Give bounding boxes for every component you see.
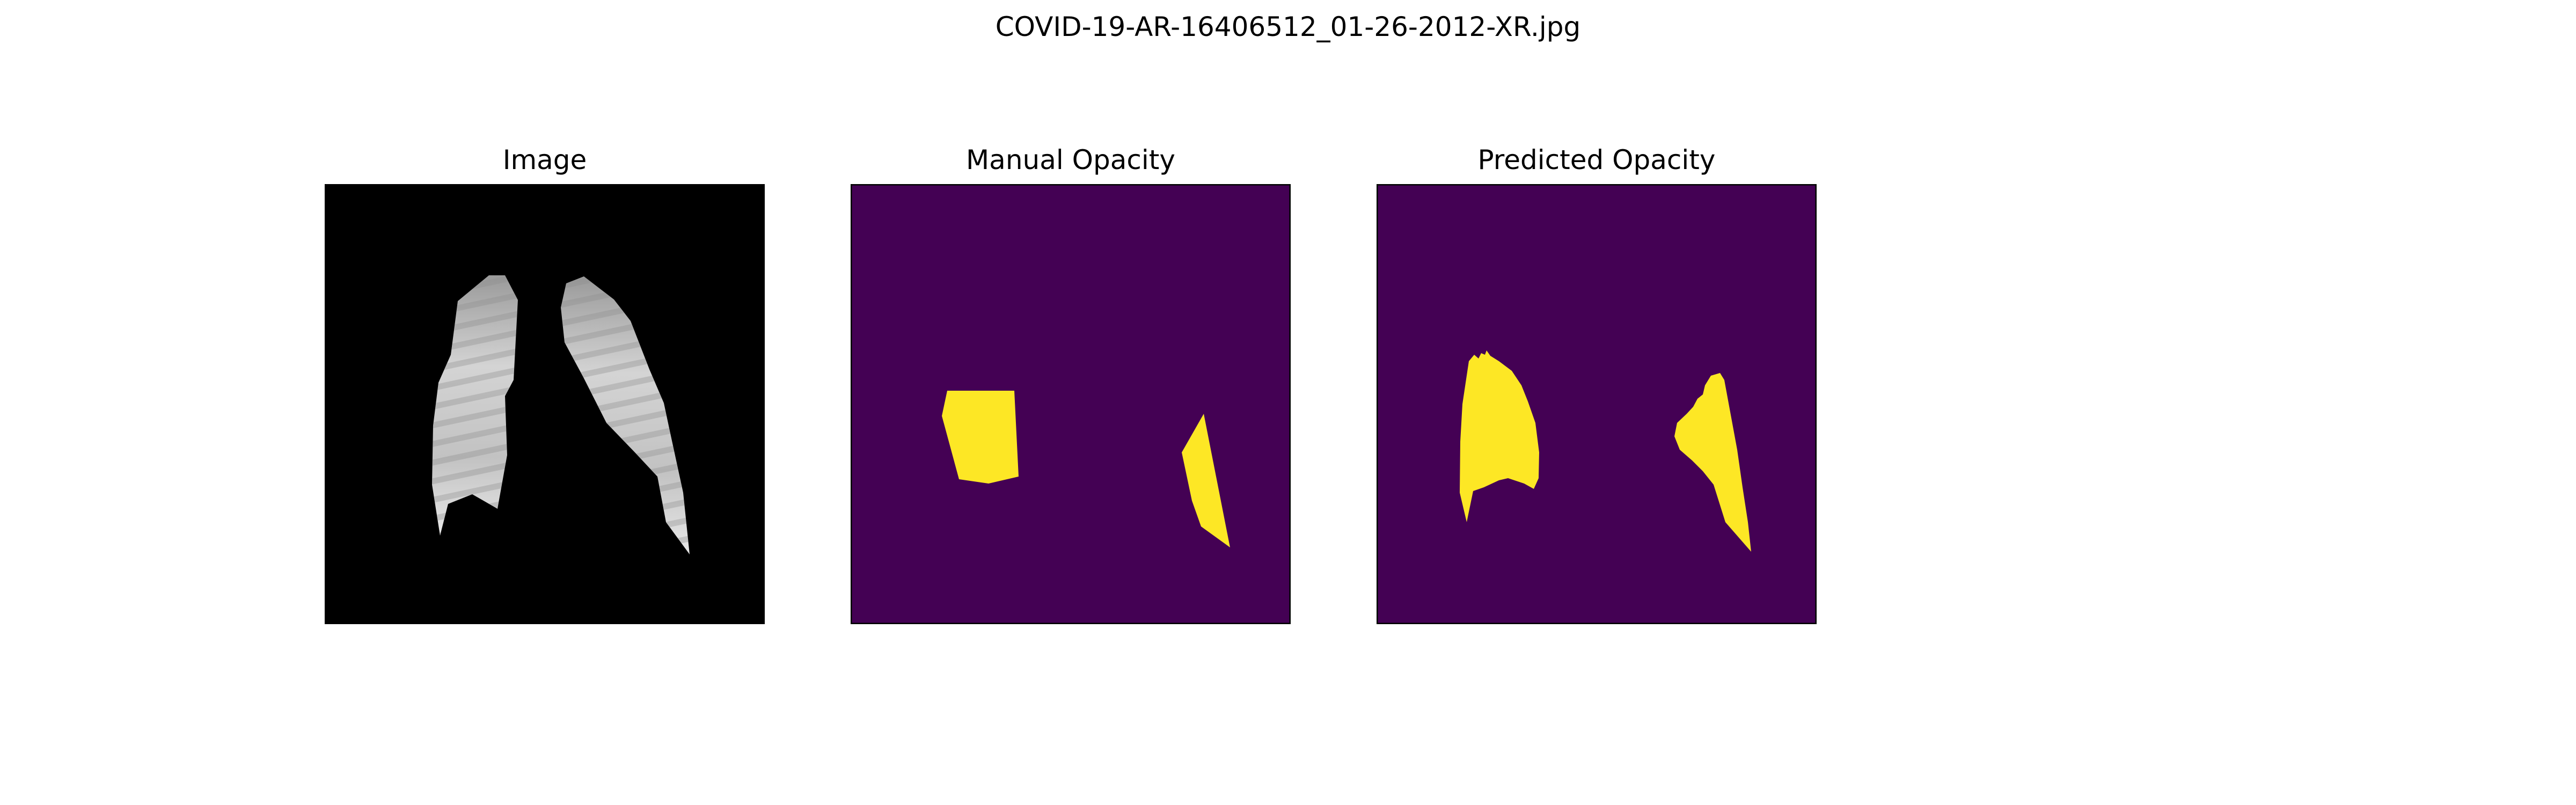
predicted-opacity-region-left: [1460, 350, 1539, 522]
predicted-opacity-panel: Predicted Opacity: [1377, 144, 1817, 624]
predicted-opacity-region-right: [1674, 373, 1751, 552]
left-lung: [432, 275, 518, 536]
manual-opacity-region-right: [1182, 414, 1230, 547]
image-panel-title: Image: [502, 144, 587, 175]
manual-opacity-mask: [851, 184, 1291, 624]
manual-opacity-panel-title: Manual Opacity: [966, 144, 1175, 175]
mask-background: [851, 184, 1291, 624]
right-lung: [561, 276, 690, 554]
image-panel: Image: [325, 144, 765, 624]
predicted-opacity-mask: [1377, 184, 1817, 624]
figure-title: COVID-19-AR-16406512_01-26-2012-XR.jpg: [995, 11, 1581, 42]
manual-opacity-region-left: [942, 391, 1019, 484]
xray-background: [325, 184, 765, 624]
xray-image: [325, 184, 765, 624]
predicted-opacity-panel-title: Predicted Opacity: [1477, 144, 1716, 175]
manual-opacity-panel: Manual Opacity: [851, 144, 1291, 624]
mask-background: [1377, 184, 1817, 624]
